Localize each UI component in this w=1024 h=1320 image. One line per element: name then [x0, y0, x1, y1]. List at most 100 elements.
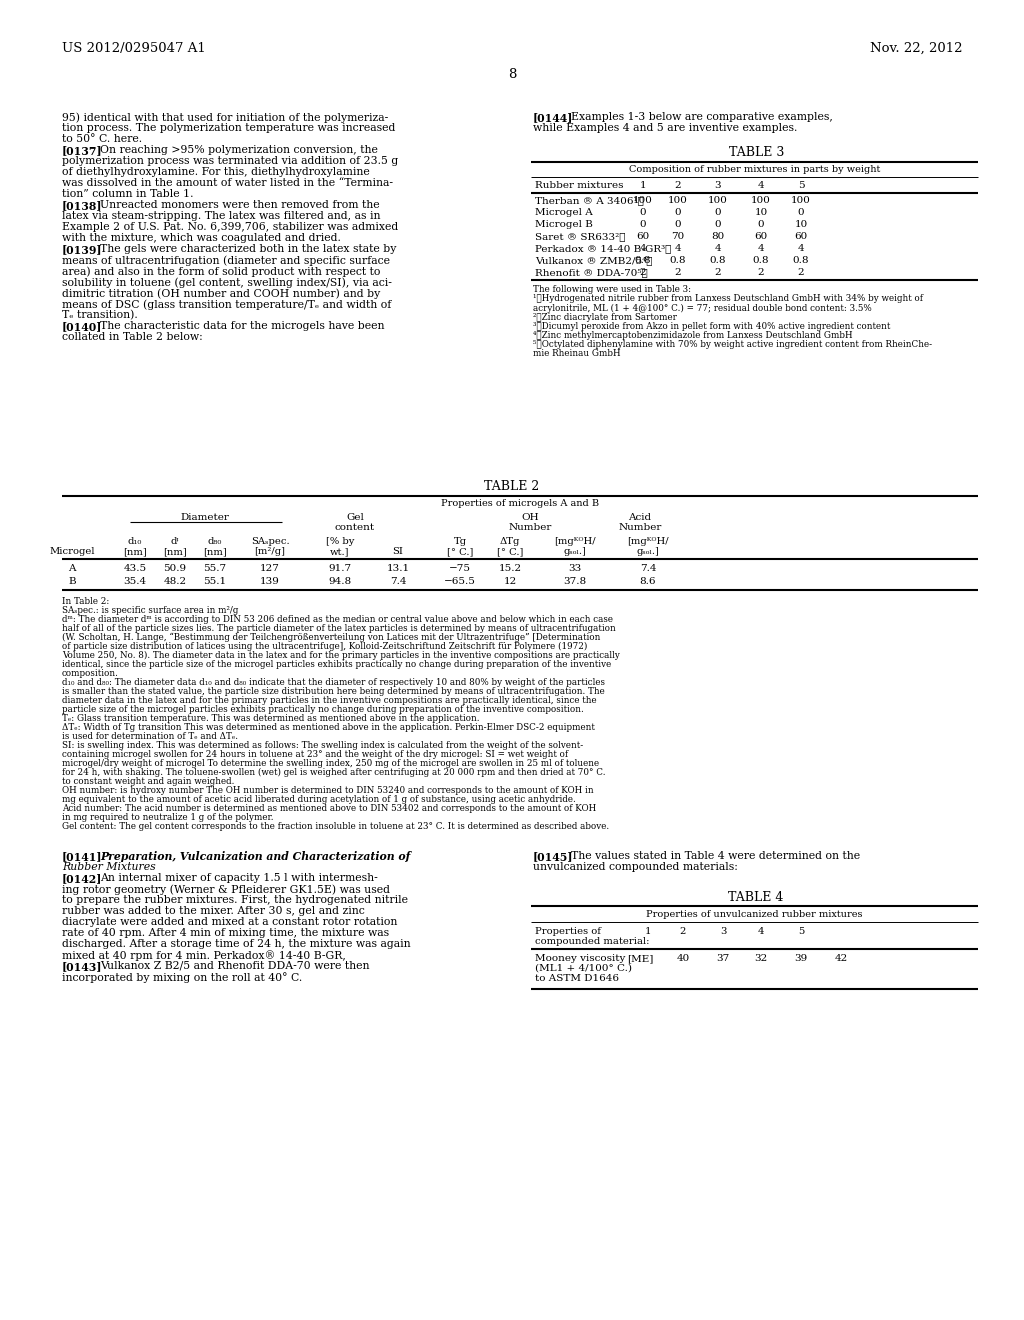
Text: 55.1: 55.1: [204, 577, 226, 586]
Text: Microgel B: Microgel B: [535, 220, 593, 228]
Text: 0: 0: [798, 209, 804, 216]
Text: 5: 5: [798, 927, 804, 936]
Text: [° C.]: [° C.]: [497, 546, 523, 556]
Text: 13.1: 13.1: [386, 564, 410, 573]
Text: half of all of the particle sizes lies. The particle diameter of the latex parti: half of all of the particle sizes lies. …: [62, 624, 615, 634]
Text: ⁴⧵Zinc methylmercaptobenzimidazole from Lanxess Deutschland GmbH: ⁴⧵Zinc methylmercaptobenzimidazole from …: [534, 331, 853, 341]
Text: 0.8: 0.8: [753, 256, 769, 265]
Text: identical, since the particle size of the microgel particles exhibits practicall: identical, since the particle size of th…: [62, 660, 611, 669]
Text: TABLE 4: TABLE 4: [728, 891, 783, 904]
Text: 2: 2: [715, 268, 721, 277]
Text: Acid number: The acid number is determined as mentioned above to DIN 53402 and c: Acid number: The acid number is determin…: [62, 804, 596, 813]
Text: 15.2: 15.2: [499, 564, 521, 573]
Text: 4: 4: [798, 244, 804, 253]
Text: 5: 5: [798, 181, 804, 190]
Text: Rubber mixtures: Rubber mixtures: [535, 181, 624, 190]
Text: d₁₀ and d₈₀: The diameter data d₁₀ and d₈₀ indicate that the diameter of respect: d₁₀ and d₈₀: The diameter data d₁₀ and d…: [62, 678, 605, 686]
Text: d₈₀: d₈₀: [208, 537, 222, 546]
Text: 2: 2: [675, 181, 681, 190]
Text: 37.8: 37.8: [563, 577, 587, 586]
Text: [mgᴷᴼH/: [mgᴷᴼH/: [627, 537, 669, 546]
Text: Properties of unvulcanized rubber mixtures: Properties of unvulcanized rubber mixtur…: [646, 909, 863, 919]
Text: [% by: [% by: [326, 537, 354, 546]
Text: Acid: Acid: [629, 513, 651, 521]
Text: 4: 4: [640, 244, 646, 253]
Text: unvulcanized compounded materials:: unvulcanized compounded materials:: [534, 862, 738, 873]
Text: solubility in toluene (gel content, swelling index/SI), via aci-: solubility in toluene (gel content, swel…: [62, 277, 392, 288]
Text: Number: Number: [508, 523, 552, 532]
Text: 0: 0: [675, 220, 681, 228]
Text: ⁵⧵Octylated diphenylamine with 70% by weight active ingredient content from Rhei: ⁵⧵Octylated diphenylamine with 70% by we…: [534, 341, 932, 350]
Text: Rhenofit ® DDA-70⁵⧵: Rhenofit ® DDA-70⁵⧵: [535, 268, 648, 277]
Text: 42: 42: [835, 954, 848, 964]
Text: 35.4: 35.4: [124, 577, 146, 586]
Text: Properties of: Properties of: [535, 927, 601, 936]
Text: to 50° C. here.: to 50° C. here.: [62, 135, 142, 144]
Text: [nm]: [nm]: [203, 546, 227, 556]
Text: ¹⧵Hydrogenated nitrile rubber from Lanxess Deutschland GmbH with 34% by weight o: ¹⧵Hydrogenated nitrile rubber from Lanxe…: [534, 294, 923, 304]
Text: 95) identical with that used for initiation of the polymeriza-: 95) identical with that used for initiat…: [62, 112, 388, 123]
Text: ing rotor geometry (Werner & Pfleiderer GK1.5E) was used: ing rotor geometry (Werner & Pfleiderer …: [62, 884, 390, 895]
Text: acrylonitrile, ML (1 + 4@100° C.) = 77; residual double bond content: 3.5%: acrylonitrile, ML (1 + 4@100° C.) = 77; …: [534, 304, 871, 313]
Text: 4: 4: [758, 181, 764, 190]
Text: OH: OH: [521, 513, 539, 521]
Text: 50.9: 50.9: [164, 564, 186, 573]
Text: 37: 37: [717, 954, 730, 964]
Text: Tₑ: Glass transition temperature. This was determined as mentioned above in the : Tₑ: Glass transition temperature. This w…: [62, 714, 479, 723]
Text: Diameter: Diameter: [180, 513, 229, 521]
Text: means of DSC (glass transition temperature/Tₑ and width of: means of DSC (glass transition temperatu…: [62, 300, 391, 310]
Text: while Examples 4 and 5 are inventive examples.: while Examples 4 and 5 are inventive exa…: [534, 123, 798, 133]
Text: 0: 0: [715, 220, 721, 228]
Text: [ME]: [ME]: [627, 954, 653, 964]
Text: 2: 2: [758, 268, 764, 277]
Text: d₁₀: d₁₀: [128, 537, 142, 546]
Text: discharged. After a storage time of 24 h, the mixture was again: discharged. After a storage time of 24 h…: [62, 939, 411, 949]
Text: gₛₒₗ.]: gₛₒₗ.]: [637, 546, 659, 556]
Text: is smaller than the stated value, the particle size distribution here being dete: is smaller than the stated value, the pa…: [62, 686, 605, 696]
Text: to ASTM D1646: to ASTM D1646: [535, 974, 618, 983]
Text: US 2012/0295047 A1: US 2012/0295047 A1: [62, 42, 206, 55]
Text: Example 2 of U.S. Pat. No. 6,399,706, stabilizer was admixed: Example 2 of U.S. Pat. No. 6,399,706, st…: [62, 222, 398, 232]
Text: 39: 39: [795, 954, 808, 964]
Text: 127: 127: [260, 564, 280, 573]
Text: (W. Scholtan, H. Lange, “Bestimmung der Teilchengrößenverteilung von Latices mit: (W. Scholtan, H. Lange, “Bestimmung der …: [62, 634, 600, 643]
Text: In Table 2:: In Table 2:: [62, 597, 110, 606]
Text: 100: 100: [751, 195, 771, 205]
Text: 60: 60: [795, 232, 808, 242]
Text: is used for determination of Tₑ and ΔTₑ.: is used for determination of Tₑ and ΔTₑ.: [62, 733, 238, 741]
Text: 60: 60: [755, 232, 768, 242]
Text: mixed at 40 rpm for 4 min. Perkadox® 14-40 B-GR,: mixed at 40 rpm for 4 min. Perkadox® 14-…: [62, 950, 346, 961]
Text: Saret ® SR633²⧵: Saret ® SR633²⧵: [535, 232, 626, 242]
Text: 0.8: 0.8: [710, 256, 726, 265]
Text: 60: 60: [636, 232, 649, 242]
Text: Volume 250, No. 8). The diameter data in the latex and for the primary particles: Volume 250, No. 8). The diameter data in…: [62, 651, 620, 660]
Text: 7.4: 7.4: [390, 577, 407, 586]
Text: for 24 h, with shaking. The toluene-swollen (wet) gel is weighed after centrifug: for 24 h, with shaking. The toluene-swol…: [62, 768, 605, 777]
Text: 8: 8: [508, 69, 516, 81]
Text: [0138]: [0138]: [62, 201, 102, 211]
Text: Perkadox ® 14-40 B-GR³⧵: Perkadox ® 14-40 B-GR³⧵: [535, 244, 672, 253]
Text: mg equivalent to the amount of acetic acid liberated during acetylation of 1 g o: mg equivalent to the amount of acetic ac…: [62, 795, 575, 804]
Text: Gel: Gel: [346, 513, 364, 521]
Text: microgel/dry weight of microgel To determine the swelling index, 250 mg of the m: microgel/dry weight of microgel To deter…: [62, 759, 599, 768]
Text: diacrylate were added and mixed at a constant rotor rotation: diacrylate were added and mixed at a con…: [62, 917, 397, 927]
Text: of particle size distribution of latices using the ultracentrifuge], Kolloid-Zei: of particle size distribution of latices…: [62, 642, 588, 651]
Text: 94.8: 94.8: [329, 577, 351, 586]
Text: mie Rheinau GmbH: mie Rheinau GmbH: [534, 350, 621, 359]
Text: of diethylhydroxylamine. For this, diethylhydroxylamine: of diethylhydroxylamine. For this, dieth…: [62, 168, 370, 177]
Text: Properties of microgels A and B: Properties of microgels A and B: [441, 499, 599, 508]
Text: Unreacted monomers were then removed from the: Unreacted monomers were then removed fro…: [100, 201, 380, 210]
Text: 100: 100: [792, 195, 811, 205]
Text: means of ultracentrifugation (diameter and specific surface: means of ultracentrifugation (diameter a…: [62, 255, 390, 265]
Text: tion” column in Table 1.: tion” column in Table 1.: [62, 189, 194, 199]
Text: [0145]: [0145]: [534, 851, 573, 862]
Text: polymerization process was terminated via addition of 23.5 g: polymerization process was terminated vi…: [62, 156, 398, 166]
Text: A: A: [69, 564, 76, 573]
Text: 0.8: 0.8: [635, 256, 651, 265]
Text: dimitric titration (OH number and COOH number) and by: dimitric titration (OH number and COOH n…: [62, 288, 380, 298]
Text: 0: 0: [715, 209, 721, 216]
Text: 12: 12: [504, 577, 517, 586]
Text: Tₑ transition).: Tₑ transition).: [62, 310, 138, 321]
Text: The characteristic data for the microgels have been: The characteristic data for the microgel…: [100, 321, 384, 331]
Text: Vulkanox ® ZMB2/5⁴⧵: Vulkanox ® ZMB2/5⁴⧵: [535, 256, 652, 265]
